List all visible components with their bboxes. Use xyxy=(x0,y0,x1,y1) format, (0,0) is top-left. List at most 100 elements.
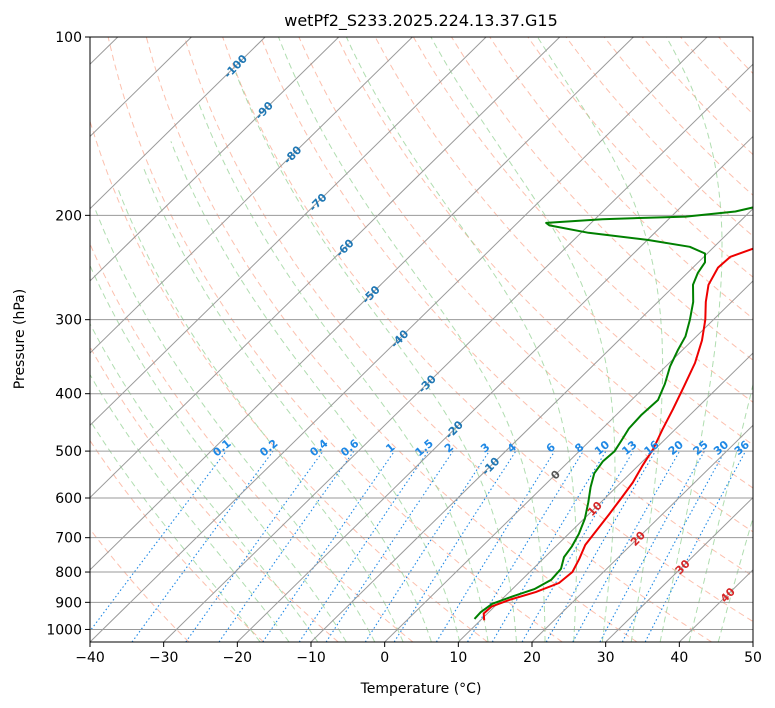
mixing-ratio-line xyxy=(185,450,324,642)
dewpoint-profile-line xyxy=(473,206,753,620)
moist-adiabat xyxy=(278,37,546,642)
line-labels: -100-90-80-70-60-50-40-30-20-10 010203040… xyxy=(210,52,752,605)
dry-adiabat xyxy=(90,242,414,642)
mixing-ratio-line xyxy=(218,450,355,642)
moist-adiabat xyxy=(90,419,261,642)
mixing-ratio-line xyxy=(435,450,556,642)
moist-adiabat xyxy=(90,373,290,642)
mixing-ratio-label: 20 xyxy=(666,438,686,458)
y-axis-label: Pressure (hPa) xyxy=(12,289,28,389)
isotherm-line xyxy=(90,37,340,282)
mixing-ratio-line xyxy=(325,450,454,642)
moist-adiabat xyxy=(170,141,461,642)
dry-adiabat xyxy=(183,37,712,642)
mixing-ratio-line xyxy=(491,450,607,642)
x-tick-label: −30 xyxy=(149,650,179,666)
moist-adiabat xyxy=(90,322,319,642)
moist-adiabat xyxy=(717,516,753,642)
isotherm-line xyxy=(90,37,413,354)
moist-adiabat xyxy=(659,37,723,642)
x-tick-label: −10 xyxy=(296,650,326,666)
dry-adiabat xyxy=(374,37,753,446)
moist-adiabat xyxy=(537,37,664,642)
temperature-profile-line xyxy=(482,247,753,621)
mixing-ratio-label: 6 xyxy=(544,440,558,455)
x-axis-label: Temperature (°C) xyxy=(360,681,482,697)
mixing-ratio-label: 30 xyxy=(711,438,731,458)
dry-adiabat xyxy=(451,37,753,361)
isotherm-line xyxy=(163,63,753,642)
mixing-ratio-label: 0.4 xyxy=(307,437,331,460)
dry-adiabat xyxy=(603,37,753,196)
moist-adiabat xyxy=(430,37,616,642)
moist-adiabat xyxy=(94,208,376,642)
y-axis-ticks: 100 200 300 400 500 600 700 800 900 1000 xyxy=(46,30,90,638)
isotherm-line xyxy=(384,280,753,642)
isotherm-line xyxy=(90,37,192,138)
isotherm-line xyxy=(90,37,266,210)
data-series xyxy=(473,206,753,621)
y-tick-label: 400 xyxy=(55,387,82,403)
moist-adiabat xyxy=(345,37,577,642)
mixing-ratio-line xyxy=(298,450,429,642)
dry-adiabat xyxy=(260,37,753,577)
dry-adiabat xyxy=(757,37,775,642)
background-lines xyxy=(90,37,775,642)
mixing-ratio-line xyxy=(131,450,274,642)
isotherm-line xyxy=(752,641,753,642)
mixing-ratio-line xyxy=(393,450,517,642)
isotherm-line xyxy=(457,352,753,642)
mixing-ratio-line xyxy=(467,450,584,642)
mixing-ratio-line xyxy=(364,450,490,642)
dry-adiabat xyxy=(298,37,753,533)
mixing-ratio-line xyxy=(90,450,227,632)
y-tick-label: 500 xyxy=(55,444,82,460)
x-tick-label: −40 xyxy=(75,650,105,666)
x-tick-label: 10 xyxy=(449,650,467,666)
isotherm-line xyxy=(90,37,487,427)
y-tick-label: 900 xyxy=(55,595,82,611)
mixing-ratio-label: 13 xyxy=(619,438,639,458)
isotherm-line xyxy=(531,424,753,642)
isotherm-line xyxy=(605,496,753,642)
dry-adiabat xyxy=(527,37,753,278)
y-tick-label: 1000 xyxy=(46,622,82,638)
dry-adiabat xyxy=(90,439,264,642)
isotherm-line xyxy=(310,207,753,642)
chart-title: wetPf2_S233.2025.224.13.37.G15 xyxy=(284,11,558,31)
mixing-ratio-label: 2 xyxy=(442,441,456,456)
dry-adiabat xyxy=(412,37,753,403)
y-tick-label: 300 xyxy=(55,313,82,329)
dry-adiabat xyxy=(90,345,339,642)
dry-adiabat xyxy=(336,37,753,489)
dry-adiabat xyxy=(222,37,753,623)
y-tick-label: 100 xyxy=(55,30,82,46)
mixing-ratio-label: 0.1 xyxy=(210,437,233,459)
x-axis-ticks: −40 −30 −20 −10 0 10 20 30 40 50 xyxy=(75,642,762,666)
moist-adiabat xyxy=(117,188,404,642)
y-tick-label: 700 xyxy=(55,531,82,547)
x-tick-label: 30 xyxy=(597,650,615,666)
isotherm-line xyxy=(90,37,634,571)
y-tick-label: 200 xyxy=(55,208,82,224)
y-tick-label: 800 xyxy=(55,565,82,581)
mixing-ratio-line xyxy=(621,450,726,642)
y-tick-label: 600 xyxy=(55,491,82,507)
moist-adiabat xyxy=(142,165,432,642)
x-tick-label: 50 xyxy=(744,650,762,666)
mixing-ratio-line xyxy=(262,450,395,642)
mixing-ratio-line xyxy=(599,450,705,642)
mixing-ratio-label: 8 xyxy=(572,441,586,456)
mixing-ratio-label: 36 xyxy=(732,438,752,458)
mixing-ratio-label: 1 xyxy=(383,441,397,456)
isotherm-line xyxy=(236,135,753,642)
x-tick-label: 0 xyxy=(380,650,389,666)
dry-adiabat xyxy=(680,37,753,115)
mixing-ratio-label: 0.6 xyxy=(338,437,362,460)
plot-frame xyxy=(89,36,754,643)
moist-adiabat xyxy=(235,72,517,642)
mixing-ratio-line xyxy=(572,450,681,642)
mixing-ratio-label: 25 xyxy=(691,438,711,458)
mixing-ratio-label: 4 xyxy=(505,440,519,455)
